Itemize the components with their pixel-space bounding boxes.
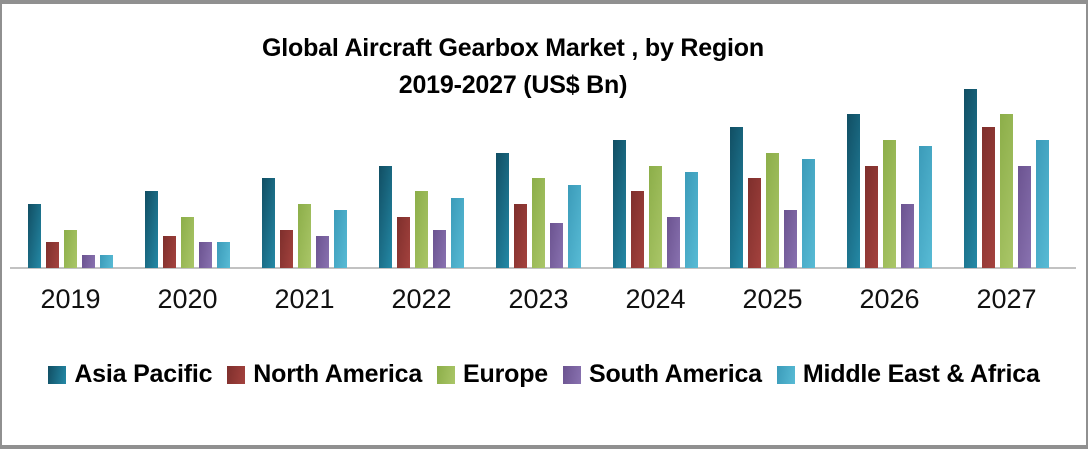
bar-asia-pacific-2027 — [964, 89, 977, 268]
bar-asia-pacific-2025 — [730, 127, 743, 268]
x-axis-label-2026: 2026 — [859, 284, 920, 314]
bar-middle-east-africa-2021 — [334, 210, 347, 268]
bar-south-america-2027 — [1018, 166, 1031, 268]
legend-swatch-asia-pacific — [48, 365, 67, 384]
x-axis-label-2025: 2025 — [742, 284, 803, 314]
bar-europe-2020 — [181, 217, 194, 268]
bar-north-america-2024 — [631, 191, 644, 268]
x-axis-label-2021: 2021 — [274, 284, 335, 314]
bar-south-america-2021 — [316, 236, 329, 268]
bar-asia-pacific-2019 — [28, 204, 41, 268]
bar-group-2025: 2025 — [730, 127, 815, 314]
legend: Asia Pacific North America Europe South Ame… — [2, 360, 1086, 389]
bar-group-2019: 2019 — [28, 204, 113, 314]
x-axis-label-2027: 2027 — [976, 284, 1037, 314]
legend-swatch-europe — [437, 365, 456, 384]
bar-north-america-2025 — [748, 178, 761, 268]
bar-asia-pacific-2022 — [379, 166, 392, 268]
bar-south-america-2024 — [667, 217, 680, 268]
legend-item-europe: Europe — [437, 360, 548, 389]
x-axis-line — [10, 267, 1076, 269]
bar-europe-2022 — [415, 191, 428, 268]
bar-group-2024: 2024 — [613, 140, 698, 314]
chart-title-line1: Global Aircraft Gearbox Market , by Regi… — [262, 34, 764, 62]
bar-south-america-2025 — [784, 210, 797, 268]
x-axis-label-2020: 2020 — [157, 284, 218, 314]
legend-label-asia-pacific: Asia Pacific — [74, 360, 213, 388]
bar-north-america-2026 — [865, 166, 878, 268]
legend-swatch-south-america — [562, 365, 581, 384]
bar-south-america-2019 — [82, 255, 95, 268]
bar-north-america-2020 — [163, 236, 176, 268]
bar-group-2022: 2022 — [379, 166, 464, 314]
bar-middle-east-africa-2026 — [919, 146, 932, 268]
bar-south-america-2020 — [199, 242, 212, 268]
bar-asia-pacific-2024 — [613, 140, 626, 268]
legend-item-asia-pacific: Asia Pacific — [48, 360, 212, 389]
x-axis-label-2022: 2022 — [391, 284, 452, 314]
bar-south-america-2023 — [550, 223, 563, 268]
legend-label-north-america: North America — [253, 360, 423, 388]
bar-group-2023: 2023 — [496, 153, 581, 314]
bar-europe-2021 — [298, 204, 311, 268]
bar-europe-2025 — [766, 153, 779, 268]
legend-swatch-middle-east-africa — [776, 365, 795, 384]
chart-title: Global Aircraft Gearbox Market , by Regi… — [2, 30, 1086, 104]
bar-asia-pacific-2023 — [496, 153, 509, 268]
bar-south-america-2026 — [901, 204, 914, 268]
bar-middle-east-africa-2027 — [1036, 140, 1049, 268]
bar-north-america-2022 — [397, 217, 410, 268]
plot-area: 2019 2020 2021 2022 2023 2024 2025 2026 2027 — [2, 4, 1086, 314]
legend-item-north-america: North America — [227, 360, 422, 389]
bar-europe-2024 — [649, 166, 662, 268]
bar-middle-east-africa-2019 — [100, 255, 113, 268]
bar-north-america-2021 — [280, 230, 293, 268]
bar-group-2021: 2021 — [262, 178, 347, 314]
bar-group-2027: 2027 — [964, 89, 1049, 314]
x-axis-label-2024: 2024 — [625, 284, 686, 314]
legend-label-europe: Europe — [463, 360, 548, 388]
bar-middle-east-africa-2023 — [568, 185, 581, 268]
bar-south-america-2022 — [433, 230, 446, 268]
bar-middle-east-africa-2024 — [685, 172, 698, 268]
bar-europe-2023 — [532, 178, 545, 268]
bar-europe-2026 — [883, 140, 896, 268]
bar-asia-pacific-2020 — [145, 191, 158, 268]
bar-europe-2027 — [1000, 114, 1013, 268]
legend-swatch-north-america — [227, 365, 246, 384]
x-axis-label-2019: 2019 — [40, 284, 101, 314]
bar-north-america-2027 — [982, 127, 995, 268]
bar-group-2026: 2026 — [847, 114, 932, 314]
bar-group-2020: 2020 — [145, 191, 230, 314]
bar-middle-east-africa-2020 — [217, 242, 230, 268]
bar-middle-east-africa-2025 — [802, 159, 815, 268]
bar-north-america-2023 — [514, 204, 527, 268]
legend-item-middle-east-africa: Middle East & Africa — [776, 360, 1040, 389]
legend-label-south-america: South America — [588, 360, 762, 388]
bar-groups: 2019 2020 2021 2022 2023 2024 2025 2026 2027 — [28, 89, 1049, 314]
bar-asia-pacific-2026 — [847, 114, 860, 268]
bar-asia-pacific-2021 — [262, 178, 275, 268]
legend-item-south-america: South America — [562, 360, 762, 389]
bar-north-america-2019 — [46, 242, 59, 268]
bar-europe-2019 — [64, 230, 77, 268]
bar-middle-east-africa-2022 — [451, 198, 464, 268]
x-axis-label-2023: 2023 — [508, 284, 569, 314]
chart-title-line2: 2019-2027 (US$ Bn) — [398, 71, 628, 99]
legend-label-middle-east-africa: Middle East & Africa — [802, 360, 1040, 388]
